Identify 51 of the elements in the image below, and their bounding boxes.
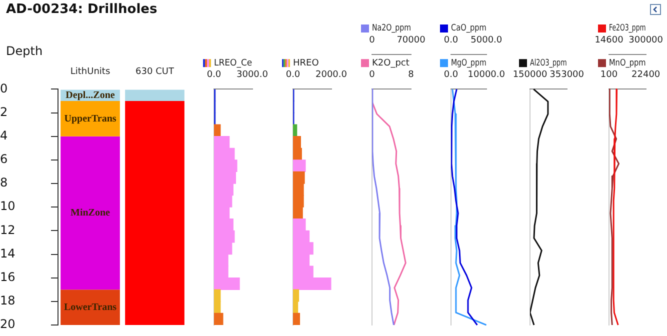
x-tick-label: 10000.0: [468, 70, 506, 80]
legend-label: MgO_ppm: [451, 58, 486, 68]
x-tick-label: 630 CUT: [136, 67, 174, 78]
y-tick-label: 10: [0, 199, 16, 214]
x-tick-label: 150000: [512, 70, 548, 80]
x2-tick-label: 0: [369, 36, 376, 46]
y-tick-label: 2: [0, 104, 8, 119]
x-tick-label: LithUnits: [70, 67, 110, 78]
y-tick-label: 14: [0, 246, 16, 260]
x-tick-label: 0.0: [206, 70, 222, 80]
x2-tick-label: 5000.0: [470, 36, 502, 46]
x-tick-label: 353000: [550, 70, 584, 80]
x-tick-label: 0.0: [444, 70, 458, 80]
y-tick-label: 18: [0, 294, 16, 308]
series-label: UpperTrans: [64, 113, 116, 124]
legend-label: CaO_ppm: [451, 22, 486, 33]
legend-label: Fe2O3_ppm: [609, 22, 646, 34]
bar: [214, 124, 221, 137]
series-label: LowerTrans: [64, 302, 117, 313]
y-tick-label: 8: [0, 176, 8, 190]
chart-title: AD-00234: Drillholes: [6, 2, 158, 17]
y-axis-title: Depth: [6, 44, 43, 58]
y-tick-label: 0: [0, 81, 8, 96]
x-tick-label: 0.0: [286, 70, 300, 80]
x-tick-label: 0: [369, 70, 376, 80]
legend-label: Na2O_ppm: [372, 22, 412, 33]
bar: [293, 312, 300, 325]
x2-tick-label: 70000: [396, 36, 426, 46]
legend-label: Al2O3_ppm: [530, 57, 567, 68]
x-tick-label: 8: [408, 70, 414, 80]
x-tick-label: 22400: [632, 70, 660, 80]
x2-tick-label: 14600: [594, 36, 624, 46]
series-label: MinZone: [70, 208, 111, 219]
y-tick-label: 6: [0, 152, 8, 166]
x2-tick-label: 0.0: [444, 36, 458, 46]
legend-label: LREO_Ce: [214, 58, 252, 68]
bar: [214, 312, 224, 325]
x-tick-label: 2000.0: [316, 70, 348, 80]
y-tick-label: 16: [0, 270, 16, 284]
y-tick-label: 4: [0, 128, 8, 142]
y-tick-label: 20: [0, 317, 16, 332]
legend-label: K2O_pct: [372, 58, 410, 68]
y-tick-label: 12: [0, 222, 16, 237]
bar: [293, 160, 306, 172]
series-label: Depl...Zone: [66, 90, 116, 101]
legend-label: MnO_ppm: [609, 56, 646, 68]
x-tick-label: 100: [600, 70, 618, 80]
x2-tick-label: 300000: [628, 36, 664, 46]
legend-label: HREO: [293, 58, 319, 68]
bar: [293, 124, 298, 137]
x-tick-label: 3000.0: [236, 70, 268, 80]
